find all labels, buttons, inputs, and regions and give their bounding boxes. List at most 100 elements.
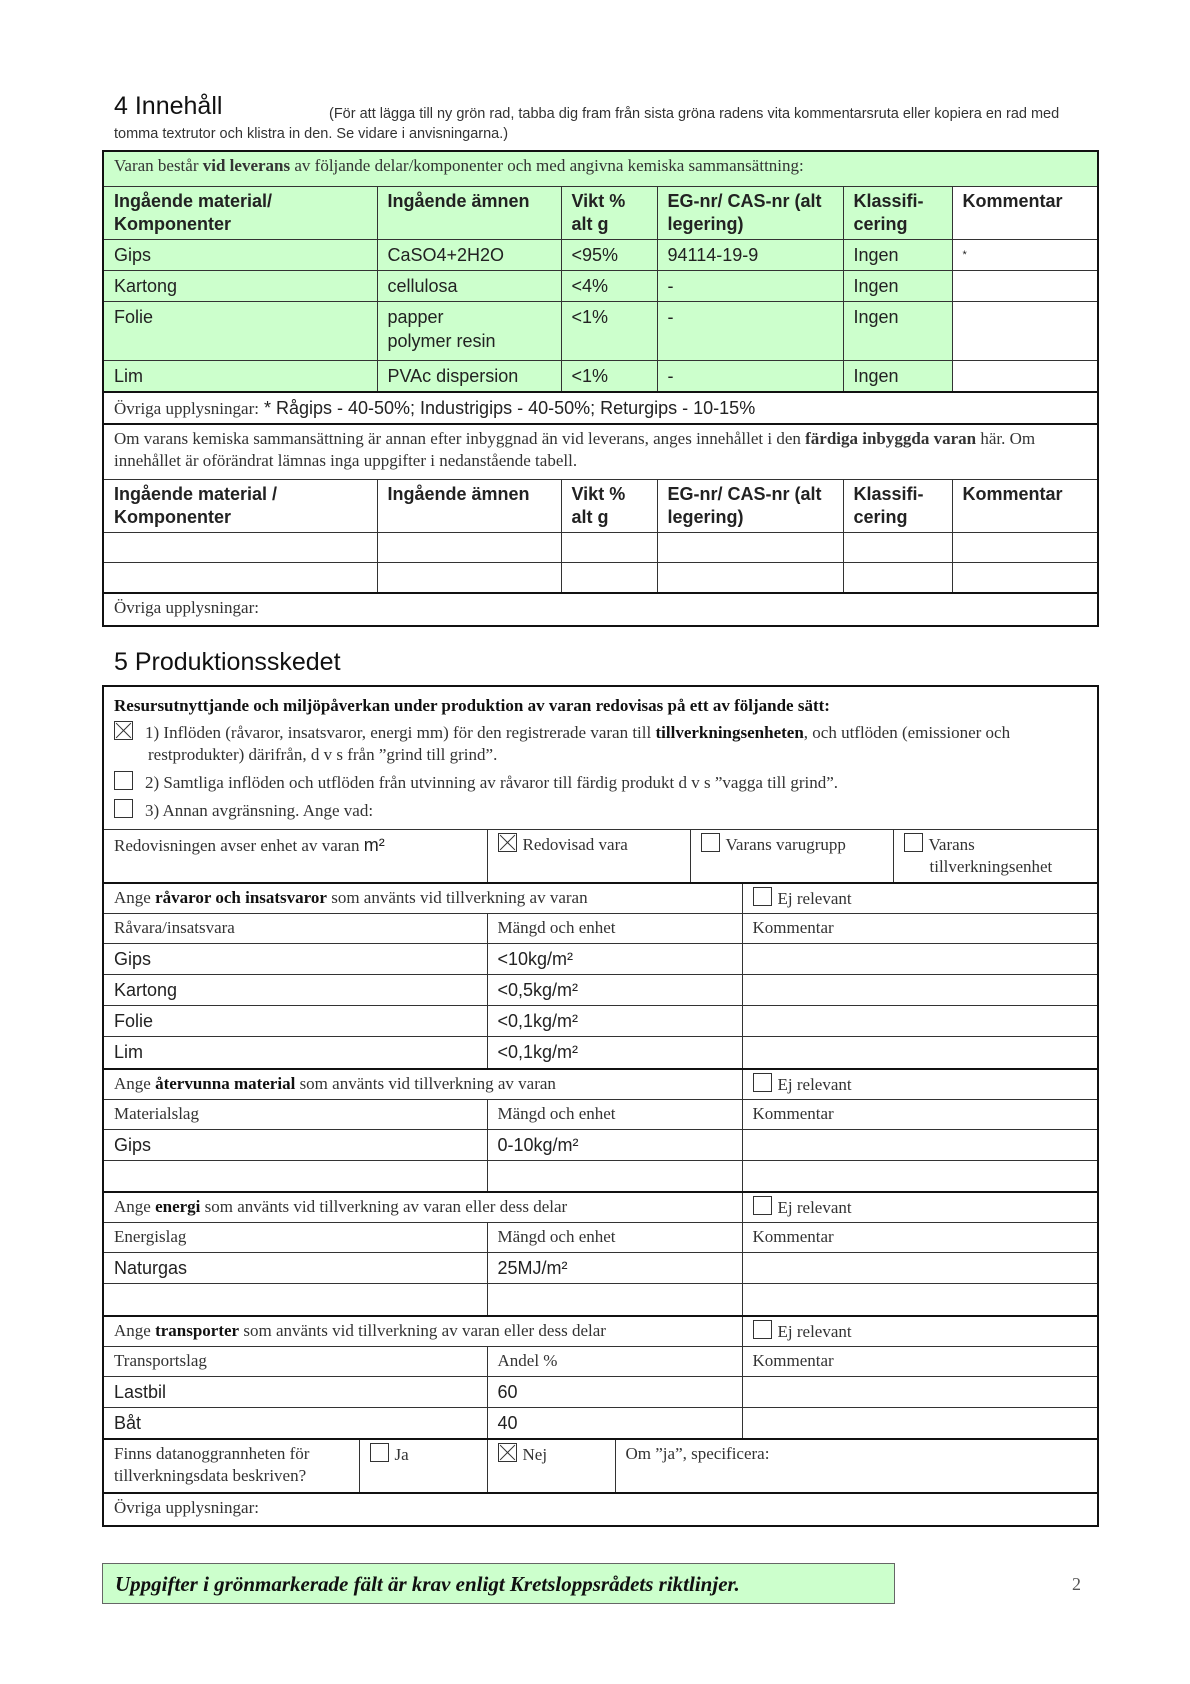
comment-field[interactable]	[951, 269, 1099, 302]
empty-input-cell[interactable]	[842, 532, 953, 563]
table-cell: Kartong	[102, 269, 378, 302]
comment-field[interactable]	[951, 359, 1099, 392]
checkbox[interactable]	[903, 832, 923, 852]
accuracy-no-option[interactable]: Nej	[486, 1438, 616, 1494]
table-cell: Gips	[102, 1128, 488, 1161]
scope-option[interactable]: 3) Annan avgränsning. Ange vad:	[114, 799, 1087, 822]
table-cell: <1%	[560, 300, 658, 361]
not-relevant-option[interactable]: Ej relevant	[741, 882, 1099, 914]
table-cell[interactable]	[486, 1283, 743, 1316]
section-5-heading: 5 Produktionsskedet	[114, 648, 341, 676]
table-cell[interactable]	[102, 1283, 488, 1316]
checkbox[interactable]	[752, 1072, 772, 1092]
empty-input-cell[interactable]	[376, 532, 562, 563]
empty-input-cell[interactable]	[656, 532, 844, 563]
column-header: Klassifi- cering	[842, 479, 953, 533]
group-title: Ange transporter som använts vid tillver…	[102, 1314, 743, 1347]
column-header: Transportslag	[102, 1345, 488, 1377]
not-relevant-option[interactable]: Ej relevant	[741, 1067, 1099, 1100]
table-cell: <1%	[560, 359, 658, 392]
other-info-field-3[interactable]: Övriga upplysningar:	[102, 1492, 1099, 1527]
not-relevant-option[interactable]: Ej relevant	[741, 1191, 1099, 1223]
empty-input-cell[interactable]	[102, 532, 378, 563]
column-header: Ingående ämnen	[376, 479, 562, 533]
table-cell: <0,1kg/m²	[486, 1005, 743, 1037]
column-header: Kommentar	[741, 913, 1099, 944]
other-info-field-2[interactable]: Övriga upplysningar:	[102, 591, 1099, 626]
scope-option[interactable]: 2) Samtliga inflöden och utflöden från u…	[114, 771, 1087, 794]
column-header: Materialslag	[102, 1098, 488, 1130]
empty-input-cell[interactable]	[560, 532, 658, 563]
checkbox-yes[interactable]	[369, 1443, 389, 1462]
not-relevant-option[interactable]: Ej relevant	[741, 1314, 1099, 1347]
table-cell[interactable]	[486, 1159, 743, 1193]
table-cell: -	[656, 269, 844, 302]
empty-input-cell[interactable]	[951, 532, 1099, 563]
comment-field[interactable]	[951, 300, 1099, 361]
checkbox[interactable]	[497, 832, 517, 852]
unit-option-label: Varans tillverkningsenhet	[928, 834, 1053, 876]
table-row: Folie <0,1kg/m²	[102, 1005, 1099, 1037]
comment-field[interactable]	[741, 943, 1099, 975]
comment-field[interactable]	[741, 1283, 1099, 1316]
checkbox[interactable]	[114, 799, 133, 818]
column-header: Kommentar	[741, 1098, 1099, 1130]
comment-field[interactable]	[741, 1406, 1099, 1440]
column-header: Kommentar	[741, 1222, 1099, 1253]
column-header: Mängd och enhet	[486, 1098, 743, 1130]
table-cell: Kartong	[102, 974, 488, 1006]
empty-input-cell[interactable]	[656, 562, 844, 593]
column-header: Kommentar	[741, 1345, 1099, 1377]
checkbox-no[interactable]	[497, 1443, 517, 1462]
table-cell: Lim	[102, 359, 378, 392]
checkbox[interactable]	[700, 832, 720, 852]
empty-input-cell[interactable]	[951, 562, 1099, 593]
checkbox[interactable]	[114, 721, 133, 740]
table-row: Lastbil 60	[102, 1375, 1099, 1408]
empty-input-cell[interactable]	[560, 562, 658, 593]
unit-option[interactable]: Varans tillverkningsenhet	[892, 828, 1099, 884]
comment-field[interactable]	[741, 1159, 1099, 1193]
column-header: Ingående ämnen	[376, 185, 562, 240]
other-info-field[interactable]: Övriga upplysningar: * Rågips - 40-50%; …	[102, 390, 1099, 424]
column-header-row: Råvara/insatsvara Mängd och enhet Kommenta…	[102, 913, 1099, 944]
unit-option[interactable]: Redovisad vara	[486, 828, 691, 884]
table-cell: 94114-19-9	[656, 238, 844, 271]
group-header-row: Ange råvaror och insatsvaror som använts…	[102, 882, 1099, 914]
comment-field[interactable]: *	[951, 238, 1099, 271]
table-cell: -	[656, 359, 844, 392]
unit-option[interactable]: Varans varugrupp	[689, 828, 894, 884]
accuracy-label: Finns datanoggrannheten för tillverkning…	[102, 1438, 360, 1494]
scope-options: Resursutnyttjande och miljöpåverkan unde…	[102, 685, 1099, 830]
checkbox[interactable]	[752, 1319, 772, 1339]
footer-requirement-note: Uppgifter i grönmarkerade fält är krav e…	[102, 1563, 895, 1604]
column-header: Energislag	[102, 1222, 488, 1253]
comment-field[interactable]	[741, 1128, 1099, 1161]
table-cell: Ingen	[842, 269, 953, 302]
comment-field[interactable]	[741, 974, 1099, 1006]
column-header: Andel %	[486, 1345, 743, 1377]
column-header: Klassifi- cering	[842, 185, 953, 240]
table-cell[interactable]	[102, 1159, 488, 1193]
table-row: Kartong <0,5kg/m²	[102, 974, 1099, 1006]
empty-input-cell[interactable]	[376, 562, 562, 593]
accuracy-yes-option[interactable]: Ja	[358, 1438, 488, 1494]
checkbox[interactable]	[752, 1196, 772, 1215]
checkbox[interactable]	[752, 887, 772, 906]
table-row: Gips CaSO4+2H2O <95% 94114-19-9 Ingen *	[102, 238, 1099, 271]
specify-field[interactable]: Om ”ja”, specificera:	[614, 1438, 1099, 1494]
comment-field[interactable]	[741, 1005, 1099, 1037]
built-in-intro: Om varans kemiska sammansättning är anna…	[102, 422, 1099, 480]
empty-input-cell[interactable]	[102, 562, 378, 593]
comment-field[interactable]	[741, 1036, 1099, 1069]
table-row: Folie papper polymer resin <1% - Ingen	[102, 300, 1099, 361]
comment-field[interactable]	[741, 1252, 1099, 1284]
checkbox[interactable]	[114, 771, 133, 790]
column-header: Råvara/insatsvara	[102, 913, 488, 944]
table-cell: cellulosa	[376, 269, 562, 302]
group-header-row: Ange energi som använts vid tillverkning…	[102, 1191, 1099, 1223]
empty-input-cell[interactable]	[842, 562, 953, 593]
comment-field[interactable]	[741, 1375, 1099, 1408]
scope-option[interactable]: 1) Inflöden (råvaror, insatsvaror, energ…	[114, 721, 1087, 766]
